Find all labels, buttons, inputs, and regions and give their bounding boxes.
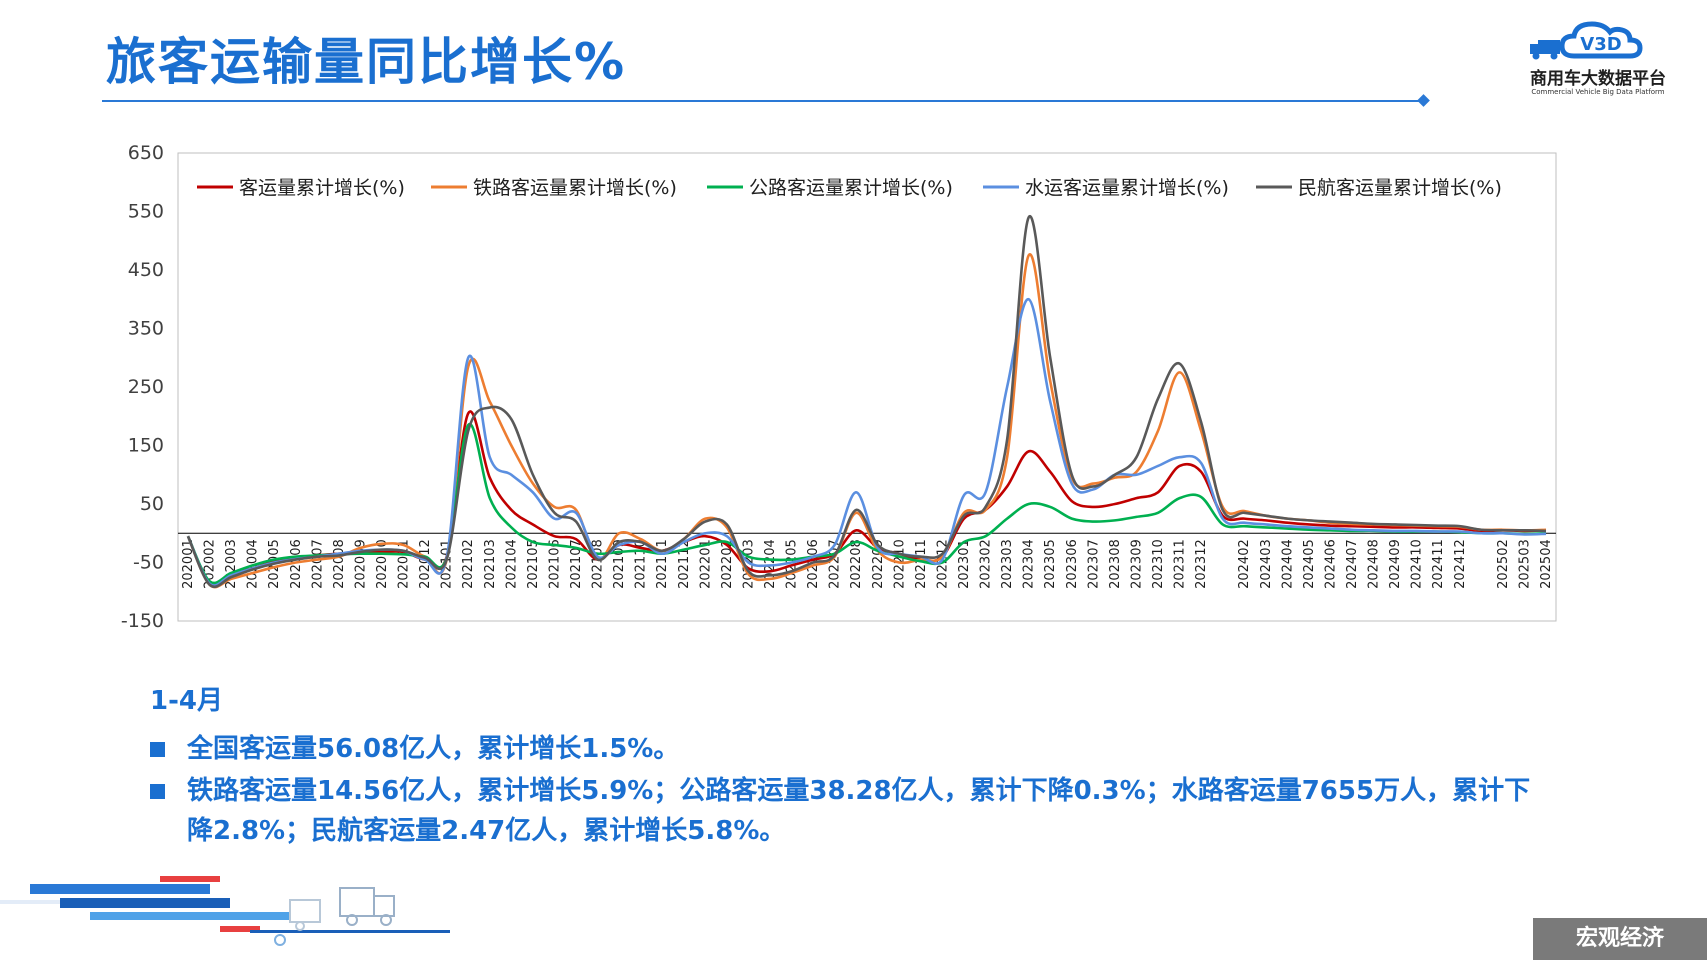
x-tick-label: 202307 [1086,539,1101,589]
x-tick-label: 202208 [849,539,864,589]
x-tick-label: 202101 [440,539,455,589]
x-tick-label: 202111 [655,539,670,589]
y-tick-label: -150 [121,610,164,632]
x-tick-label: 202409 [1388,539,1403,589]
x-tick-label: 202001 [181,539,196,589]
x-tick-label: 202411 [1431,539,1446,589]
x-tick-label: 202305 [1043,539,1058,589]
x-tick-label: 202308 [1108,539,1123,589]
logo-name: 商用车大数据平台 [1530,69,1666,89]
summary-bullet: 铁路客运量14.56亿人，累计增长5.9%；公路客运量38.28亿人，累计下降0… [150,771,1550,851]
x-tick-label: 202312 [1194,539,1209,589]
summary-period: 1-4月 [150,686,223,716]
x-tick-label: 202302 [979,539,994,589]
page-title: 旅客运输量同比增长% [106,33,627,91]
x-tick-label: 202405 [1302,539,1317,589]
legend-label: 水运客运量累计增长(%) [1025,177,1229,199]
x-tick-label: 202106 [547,539,562,589]
legend-label: 客运量累计增长(%) [239,177,405,199]
title-underline [102,100,1426,102]
logo-mark: V3D [1580,34,1621,55]
x-tick-label: 202309 [1129,539,1144,589]
x-tick-label: 202410 [1410,539,1425,589]
x-tick-label: 202306 [1065,539,1080,589]
x-tick-label: 202201 [698,539,713,589]
section-tag: 宏观经济 [1533,918,1707,960]
x-tick-label: 202402 [1237,539,1252,589]
x-tick-label: 202103 [483,539,498,589]
x-tick-label: 202211 [914,539,929,589]
y-tick-label: 150 [128,435,164,457]
x-tick-label: 202012 [418,539,433,589]
y-tick-label: -50 [133,552,164,574]
x-tick-label: 202102 [461,539,476,589]
series-line [186,214,1547,589]
bullet-square-icon [150,742,165,757]
y-tick-label: 350 [128,318,164,340]
x-tick-label: 202010 [375,539,390,589]
truck-cloud-logo-icon: V3D [1530,21,1643,60]
brand-logo: V3D 商用车大数据平台 Commercial Vehicle Big Data… [1518,16,1678,108]
summary-text-modes: 铁路客运量14.56亿人，累计增长5.9%；公路客运量38.28亿人，累计下降0… [187,776,1531,846]
x-tick-label: 202407 [1345,539,1360,589]
y-tick-label: 450 [128,259,164,281]
x-tick-label: 202311 [1173,539,1188,589]
x-tick-label: 202301 [957,539,972,589]
x-tick-label: 202412 [1453,539,1468,589]
x-tick-label: 202503 [1517,539,1532,589]
logo-subtitle: Commercial Vehicle Big Data Platform [1531,88,1665,96]
series-line [186,297,1547,587]
summary-bullet: 全国客运量56.08亿人，累计增长1.5%。 [150,729,1550,769]
x-tick-label: 202502 [1496,539,1511,589]
legend-label: 公路客运量累计增长(%) [749,177,953,199]
x-tick-label: 202112 [677,539,692,589]
y-tick-label: 50 [140,493,164,515]
truck-decoration-icon [0,876,450,946]
x-tick-label: 202104 [504,539,519,589]
y-tick-label: 550 [128,201,164,223]
legend-label: 铁路客运量累计增长(%) [473,177,677,199]
x-tick-label: 202403 [1259,539,1274,589]
legend-label: 民航客运量累计增长(%) [1298,177,1502,199]
x-tick-label: 202303 [1000,539,1015,589]
y-tick-label: 650 [128,142,164,164]
x-tick-label: 202007 [310,539,325,589]
x-tick-label: 202006 [289,539,304,589]
bullet-square-icon [150,784,165,799]
x-tick-label: 202202 [720,539,735,589]
summary-text-national: 全国客运量56.08亿人，累计增长1.5%。 [187,734,680,764]
x-tick-label: 202404 [1280,539,1295,589]
x-tick-label: 202107 [569,539,584,589]
x-tick-label: 202008 [332,539,347,589]
x-tick-label: 202408 [1367,539,1382,589]
x-tick-label: 202310 [1151,539,1166,589]
plot-area [177,152,1557,622]
y-tick-label: 250 [128,376,164,398]
x-tick-label: 202504 [1539,539,1554,589]
summary-section: 1-4月 全国客运量56.08亿人，累计增长1.5%。 铁路客运量14.56亿人… [150,680,1550,853]
x-tick-label: 202210 [892,539,907,589]
x-tick-label: 202105 [526,539,541,589]
x-tick-label: 202406 [1323,539,1338,589]
x-tick-label: 202304 [1022,539,1037,589]
